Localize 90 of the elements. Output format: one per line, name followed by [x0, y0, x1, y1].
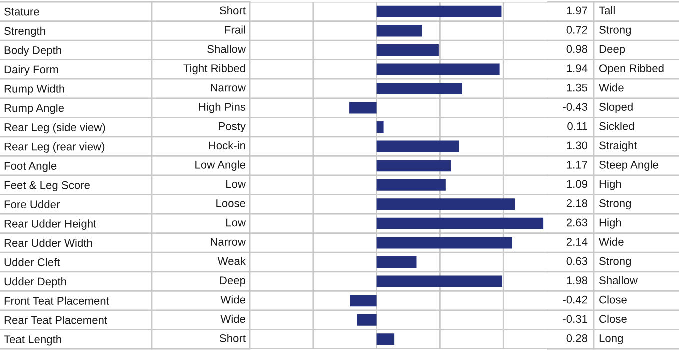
bar	[376, 25, 422, 37]
y-tick-label: Dairy Form	[4, 65, 58, 76]
data-label: 0.72	[566, 26, 588, 34]
data-label: 1.35	[567, 84, 588, 92]
bar	[376, 140, 460, 152]
text: Deep	[220, 276, 246, 287]
y-tick-label: Strength	[4, 26, 46, 38]
bar	[376, 6, 502, 18]
bar	[376, 160, 451, 172]
y-tick-label: Body Depth	[4, 46, 62, 57]
text: Tight Ribbed	[184, 64, 246, 75]
text: Sloped	[600, 102, 633, 114]
text: Close	[600, 314, 627, 324]
bar	[350, 295, 377, 307]
y-tick-label: Fore Udder	[4, 200, 60, 209]
data-label: 0.98	[566, 45, 588, 54]
text: Shallow	[208, 45, 246, 54]
data-label: 1.98	[567, 276, 588, 285]
text: Tall	[599, 6, 615, 15]
bar	[376, 218, 544, 230]
data-label: -0.43	[563, 103, 588, 112]
bar	[376, 198, 516, 210]
y-tick-label: Rear Leg (side view)	[4, 123, 106, 134]
text: Strong	[600, 200, 632, 210]
text: Deep	[600, 45, 626, 56]
text: Long	[600, 334, 623, 345]
bar	[350, 102, 377, 114]
y-tick-label: Teat Length	[4, 335, 62, 346]
data-label: 1.94	[567, 64, 588, 72]
bar	[376, 44, 439, 56]
text: Short	[220, 6, 246, 15]
text: Narrow	[211, 84, 246, 92]
data-label: 0.11	[568, 122, 588, 130]
text: Steep Angle	[600, 160, 658, 172]
data-label: 2.63	[566, 218, 588, 227]
y-tick-label: Rear Udder Height	[4, 220, 97, 230]
y-tick-label: Rear Leg (rear view)	[4, 142, 105, 153]
text: Shallow	[600, 276, 638, 285]
data-label: 1.09	[567, 180, 588, 188]
text: Weak	[218, 257, 246, 266]
bar	[376, 179, 446, 191]
text: Strong	[600, 26, 632, 36]
y-tick-label: Rear Udder Width	[4, 238, 92, 248]
y-tick-label: Rump Angle	[4, 104, 64, 114]
text: Close	[600, 296, 627, 304]
text: Hock-in	[209, 141, 246, 150]
y-tick-label: Udder Depth	[4, 278, 66, 288]
text: Short	[220, 334, 246, 342]
text: Low Angle	[196, 160, 246, 172]
data-label: 0.28	[566, 334, 588, 342]
text: High Pins	[199, 102, 246, 114]
bar	[357, 314, 377, 326]
y-tick-label: Rear Teat Placement	[4, 316, 108, 324]
text: Sickled	[600, 122, 634, 130]
text: High	[600, 218, 622, 229]
y-tick-label: Front Teat Placement	[4, 296, 110, 305]
data-label: 1.97	[567, 6, 588, 15]
text: Narrow	[211, 238, 246, 246]
y-tick-label: Feet & Leg Score	[4, 181, 90, 192]
bar	[376, 276, 502, 288]
text: Wide	[599, 238, 624, 246]
y-tick-label: Stature	[4, 8, 40, 16]
text: Posty	[219, 122, 246, 132]
data-label: 2.18	[566, 200, 588, 208]
bar	[376, 256, 417, 268]
text: Loose	[216, 200, 246, 208]
data-label: -0.31	[563, 315, 588, 324]
y-tick-label: Foot Angle	[4, 162, 57, 172]
bar	[376, 122, 384, 134]
text: Low	[226, 218, 246, 227]
text: Wide	[220, 314, 246, 324]
text: Frail	[225, 26, 246, 34]
text: High	[600, 180, 622, 190]
y-tick-label: Rump Width	[4, 84, 64, 96]
text: Strong	[600, 257, 632, 268]
data-label: -0.42	[563, 296, 588, 304]
y-tick-label: Udder Cleft	[4, 258, 60, 266]
text: Low	[226, 180, 246, 188]
bar	[376, 237, 512, 249]
text: Wide	[599, 84, 624, 92]
bar	[376, 334, 395, 346]
data-label: 0.63	[566, 257, 588, 266]
data-label: 1.30	[567, 142, 588, 150]
text: Wide	[220, 296, 246, 304]
bar	[376, 82, 462, 95]
bar	[376, 64, 500, 76]
text: Straight	[600, 141, 638, 152]
text: Open Ribbed	[600, 64, 664, 75]
data-label: 2.14	[566, 238, 588, 246]
data-label: 1.17	[567, 161, 588, 169]
